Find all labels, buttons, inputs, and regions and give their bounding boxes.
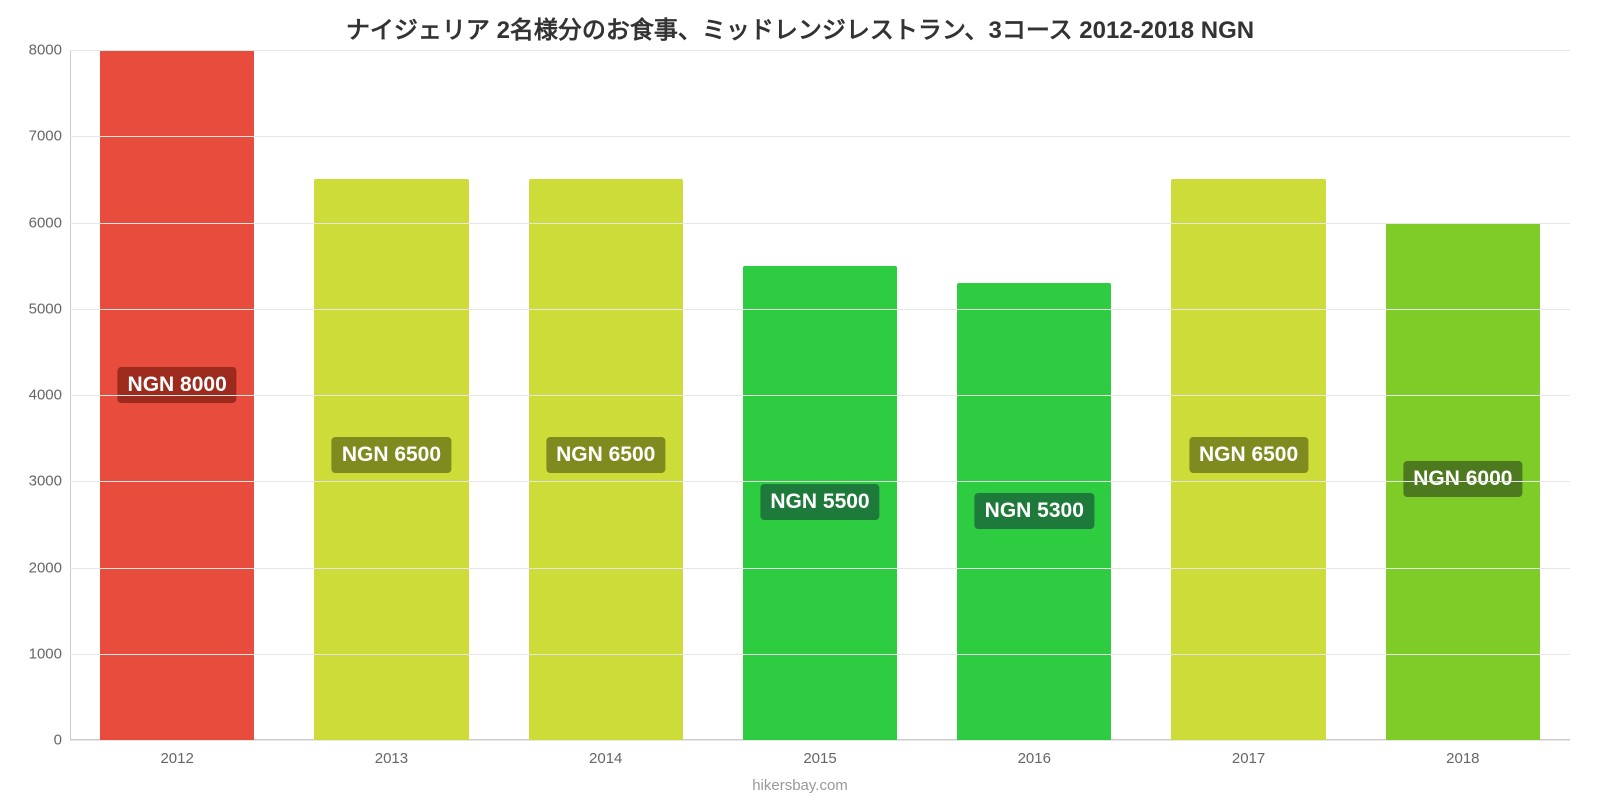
gridline xyxy=(70,50,1570,51)
y-tick-label: 0 xyxy=(54,732,70,749)
bar-value-label: NGN 6500 xyxy=(546,437,665,473)
credit-text: hikersbay.com xyxy=(0,777,1600,794)
y-tick-label: 6000 xyxy=(29,214,70,231)
bar-value-label: NGN 6000 xyxy=(1403,461,1522,497)
bar-value-label: NGN 8000 xyxy=(118,367,237,403)
bar-value-label: NGN 5500 xyxy=(760,484,879,520)
x-tick-label: 2014 xyxy=(589,740,622,767)
x-tick-label: 2017 xyxy=(1232,740,1265,767)
y-tick-label: 1000 xyxy=(29,645,70,662)
chart-container: ナイジェリア 2名様分のお食事、ミッドレンジレストラン、3コース 2012-20… xyxy=(0,0,1600,800)
y-tick-label: 8000 xyxy=(29,42,70,59)
x-tick-label: 2018 xyxy=(1446,740,1479,767)
x-tick-label: 2013 xyxy=(375,740,408,767)
gridline xyxy=(70,654,1570,655)
chart-title: ナイジェリア 2名様分のお食事、ミッドレンジレストラン、3コース 2012-20… xyxy=(0,0,1600,45)
y-tick-label: 7000 xyxy=(29,128,70,145)
y-tick-label: 4000 xyxy=(29,387,70,404)
gridline xyxy=(70,395,1570,396)
y-tick-label: 5000 xyxy=(29,300,70,317)
gridline xyxy=(70,223,1570,224)
x-tick-label: 2012 xyxy=(160,740,193,767)
x-tick-label: 2016 xyxy=(1018,740,1051,767)
gridline xyxy=(70,309,1570,310)
bar-value-label: NGN 6500 xyxy=(332,437,451,473)
bar-value-label: NGN 6500 xyxy=(1189,437,1308,473)
plot-area: NGN 8000 NGN 6500 NGN 6500 NGN 5500 NGN 5300… xyxy=(70,50,1570,740)
bar-value-label: NGN 5300 xyxy=(975,493,1094,529)
y-tick-label: 3000 xyxy=(29,473,70,490)
gridline xyxy=(70,136,1570,137)
x-tick-label: 2015 xyxy=(803,740,836,767)
gridline xyxy=(70,481,1570,482)
y-tick-label: 2000 xyxy=(29,559,70,576)
gridline xyxy=(70,568,1570,569)
